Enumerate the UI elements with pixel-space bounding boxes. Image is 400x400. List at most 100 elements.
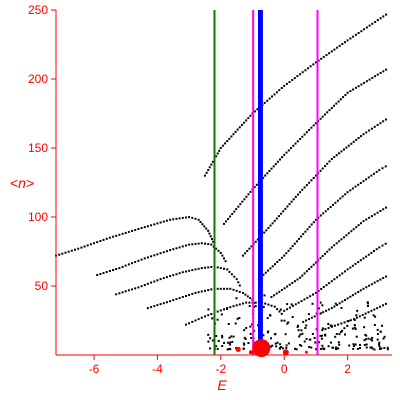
cloud-point	[226, 348, 229, 351]
curve-point	[223, 267, 225, 270]
red-markers	[235, 339, 308, 358]
curve-point	[181, 271, 184, 274]
cloud-point	[378, 343, 380, 346]
curve-point	[332, 203, 334, 206]
curve-point	[285, 82, 288, 85]
curve-point	[280, 87, 283, 89]
curve-point	[216, 266, 219, 269]
cloud-point	[314, 341, 317, 344]
curve-point	[321, 255, 324, 257]
curve-point	[169, 300, 172, 303]
curve-point	[185, 295, 187, 297]
curve-point	[362, 287, 365, 290]
curve-point	[312, 63, 315, 66]
curve-point	[210, 288, 213, 291]
curve-point	[191, 243, 194, 246]
curve-point	[370, 283, 373, 286]
curve-point	[376, 280, 379, 283]
curve-point	[224, 142, 227, 145]
curve-point	[333, 48, 336, 51]
curve-point	[270, 167, 273, 170]
x-tick-label: 0	[281, 362, 288, 376]
curve-point	[207, 266, 210, 269]
curve-point	[238, 284, 241, 287]
curve-point	[360, 135, 362, 138]
cloud-point	[324, 334, 327, 337]
curve-point	[376, 73, 379, 76]
cloud-point	[275, 345, 278, 348]
curve-point	[382, 70, 385, 73]
cloud-point	[332, 346, 335, 349]
curve-point	[280, 256, 283, 259]
curve-point	[131, 288, 134, 291]
y-tick-label: 150	[28, 141, 48, 155]
curve-point	[367, 253, 370, 256]
curve-point	[235, 289, 238, 292]
curve-point	[330, 246, 333, 249]
curve-point	[276, 160, 279, 163]
curve-point	[99, 240, 102, 242]
cloud-point	[374, 315, 377, 318]
curve-point	[270, 296, 273, 298]
curve-point	[303, 272, 306, 275]
curve-point	[256, 238, 259, 241]
curve-point	[320, 57, 323, 60]
curve-point	[121, 232, 124, 235]
cloud-point	[351, 327, 354, 330]
curve-point	[221, 254, 224, 257]
curve-point	[333, 324, 336, 327]
cloud-point	[378, 341, 381, 344]
curve-point	[385, 275, 387, 278]
cloud-point	[294, 347, 296, 350]
curve-point	[58, 253, 61, 256]
curve-point	[294, 142, 297, 145]
cloud-point	[370, 346, 373, 349]
curve-point	[362, 220, 365, 223]
vertical-lines	[213, 10, 319, 355]
curve-point	[191, 292, 194, 295]
curve-point	[212, 240, 215, 243]
curve-point	[246, 250, 249, 252]
curve-point	[326, 250, 329, 253]
curve-point	[293, 77, 296, 80]
curve-point	[219, 309, 222, 312]
curve-point	[382, 277, 385, 279]
curve-point	[286, 285, 289, 288]
curve-point	[291, 282, 294, 284]
cloud-point	[343, 327, 346, 330]
curve-point	[244, 252, 247, 255]
curve-point	[367, 176, 370, 179]
cloud-point	[263, 294, 266, 297]
curve-point	[293, 280, 296, 283]
cloud-point	[228, 336, 231, 339]
curve-point	[200, 267, 203, 270]
cloud-point	[319, 301, 322, 304]
curve-point	[344, 41, 346, 44]
curve-point	[204, 242, 206, 245]
cloud-point	[230, 335, 233, 338]
curve-point	[181, 296, 184, 298]
curve-point	[197, 218, 200, 221]
curve-point	[153, 223, 156, 226]
curve-point	[379, 17, 382, 20]
curve-point	[209, 235, 212, 238]
cloud-point	[321, 327, 324, 330]
curve-point	[105, 271, 108, 273]
cloud-point	[220, 313, 223, 316]
curve-point	[283, 254, 286, 257]
cloud-point	[318, 341, 320, 344]
curve-point	[231, 213, 234, 215]
curve-point	[354, 86, 357, 89]
curve-point	[357, 85, 360, 88]
curve-point	[340, 150, 343, 153]
curve-point	[338, 302, 341, 305]
curve-point	[235, 208, 238, 211]
curve-point	[304, 230, 307, 233]
curve-point	[146, 282, 149, 285]
cloud-point	[339, 331, 342, 333]
curve-point	[368, 78, 371, 81]
curve-point	[288, 203, 291, 206]
curve-point	[322, 311, 325, 314]
curve-point	[236, 128, 239, 131]
